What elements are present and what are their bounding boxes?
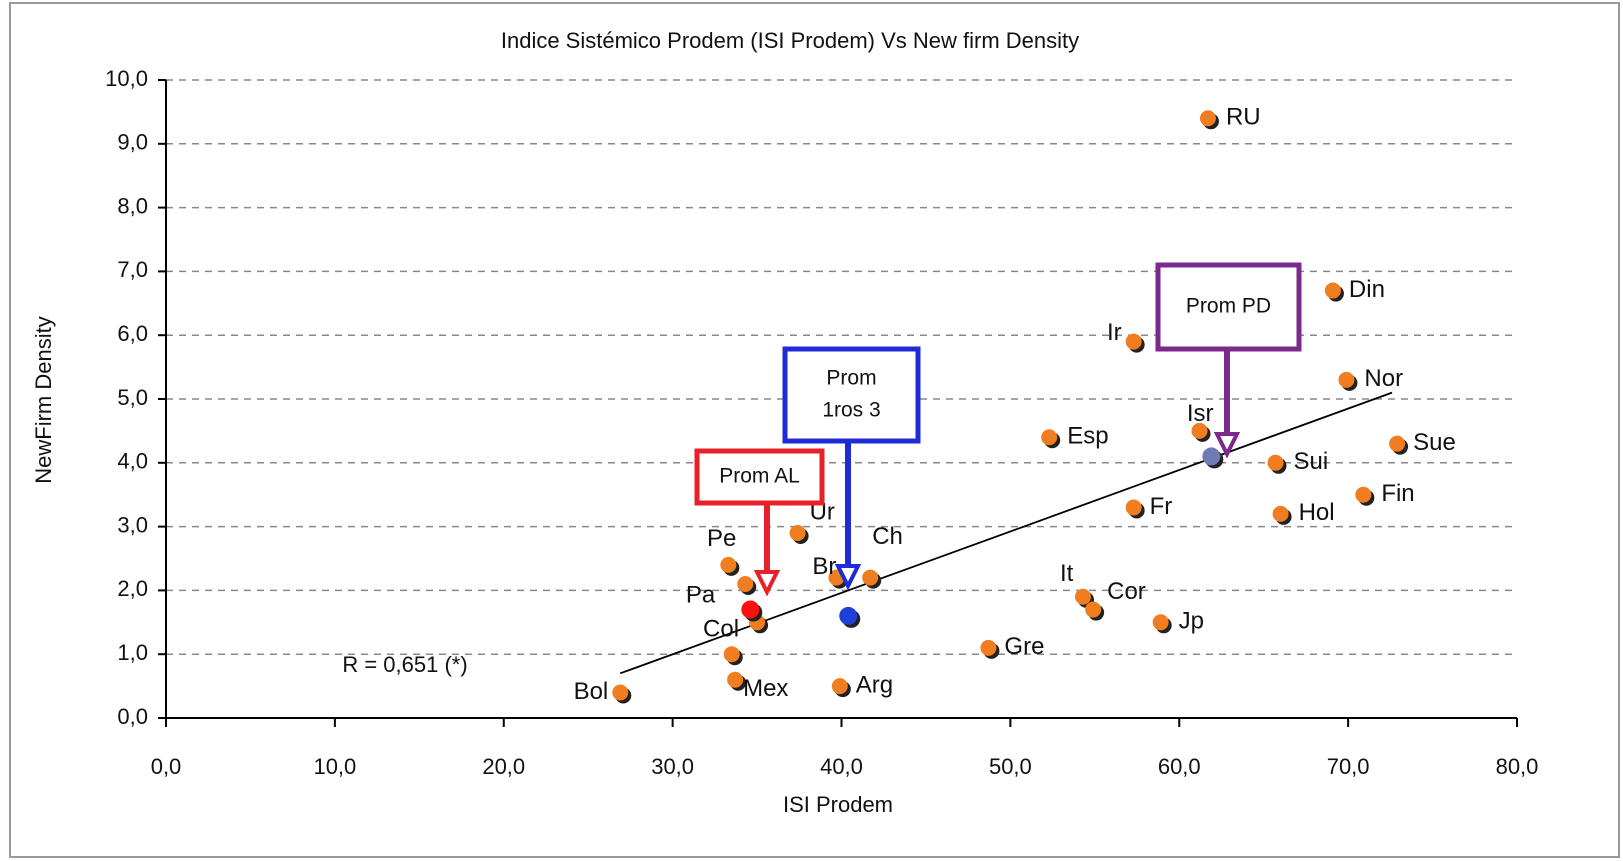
x-tick-label: 70,0 [1327, 754, 1370, 779]
point [727, 671, 744, 688]
average-point [1202, 447, 1221, 466]
x-tick-label: 20,0 [482, 754, 525, 779]
y-tick-label: 5,0 [117, 385, 148, 410]
point [862, 569, 879, 586]
annotation: R = 0,651 (*) [342, 652, 467, 677]
point-label: Fin [1381, 480, 1414, 507]
point-label: Esp [1067, 423, 1108, 450]
callout-label: Prom AL [719, 465, 800, 488]
y-tick-label: 4,0 [117, 449, 148, 474]
point [1324, 282, 1341, 299]
point-label: Col [703, 616, 739, 643]
point [831, 678, 848, 695]
point-label: Jp [1179, 608, 1204, 635]
chart-title: Indice Sistémico Prodem (ISI Prodem) Vs … [501, 28, 1079, 53]
point-label: Fr [1150, 493, 1173, 520]
callout-box [1155, 262, 1302, 352]
point [1085, 601, 1102, 618]
point-label: Sui [1294, 448, 1329, 475]
callout-label: Prom PD [1186, 295, 1271, 318]
point-label: Pe [707, 525, 736, 552]
x-tick-label: 80,0 [1496, 754, 1539, 779]
callout-box [694, 448, 825, 506]
callout-arrowhead [834, 564, 862, 591]
y-tick-label: 10,0 [105, 66, 148, 91]
point-label: Ir [1107, 319, 1122, 346]
callout-label: 1ros 3 [822, 399, 880, 422]
point [1125, 499, 1142, 516]
x-tick-label: 0,0 [151, 754, 182, 779]
point-label: Ch [872, 523, 903, 550]
point-label: Bol [574, 678, 609, 705]
point [789, 524, 806, 541]
point-label: Gre [1004, 633, 1044, 660]
point [980, 639, 997, 656]
point-label: Sue [1413, 429, 1456, 456]
point-label: RU [1226, 104, 1261, 131]
callout-arrowhead [1213, 432, 1241, 459]
point [1074, 588, 1091, 605]
point [1272, 505, 1289, 522]
point [1125, 333, 1142, 350]
point [737, 576, 754, 593]
average-point [741, 600, 760, 619]
callout-label: Prom [826, 367, 876, 390]
point [612, 684, 629, 701]
point [1152, 614, 1169, 631]
y-tick-label: 1,0 [117, 640, 148, 665]
y-tick-label: 2,0 [117, 576, 148, 601]
callout-arrowhead [753, 570, 781, 597]
y-axis-label: NewFirm Density [31, 316, 56, 483]
x-axis-label: ISI Prodem [783, 792, 893, 817]
point [1041, 429, 1058, 446]
point [1355, 486, 1372, 503]
x-tick-label: 60,0 [1158, 754, 1201, 779]
point [720, 556, 737, 573]
y-tick-label: 3,0 [117, 512, 148, 537]
x-tick-label: 10,0 [313, 754, 356, 779]
point [1199, 110, 1216, 127]
y-tick-label: 7,0 [117, 257, 148, 282]
point [1191, 422, 1208, 439]
point-label: Br [812, 553, 836, 580]
point-label: It [1060, 560, 1074, 587]
x-tick-label: 40,0 [820, 754, 863, 779]
point-label: Pa [686, 581, 716, 608]
point-label: Hol [1299, 499, 1335, 526]
y-tick-label: 8,0 [117, 193, 148, 218]
x-tick-label: 30,0 [651, 754, 694, 779]
y-tick-label: 0,0 [117, 704, 148, 729]
point [723, 646, 740, 663]
point-label: Arg [856, 671, 893, 698]
y-tick-label: 9,0 [117, 130, 148, 155]
point [1389, 435, 1406, 452]
point-label: Din [1349, 276, 1385, 303]
point-label: Isr [1187, 400, 1214, 427]
point-label: Cor [1107, 578, 1146, 605]
trendline [619, 391, 1393, 675]
y-tick-label: 6,0 [117, 321, 148, 346]
point-label: Mex [743, 675, 788, 702]
point [1338, 371, 1355, 388]
average-point [839, 606, 858, 625]
callout-box [782, 346, 921, 444]
point [1267, 454, 1284, 471]
x-tick-label: 50,0 [989, 754, 1032, 779]
point-label: Nor [1364, 365, 1403, 392]
